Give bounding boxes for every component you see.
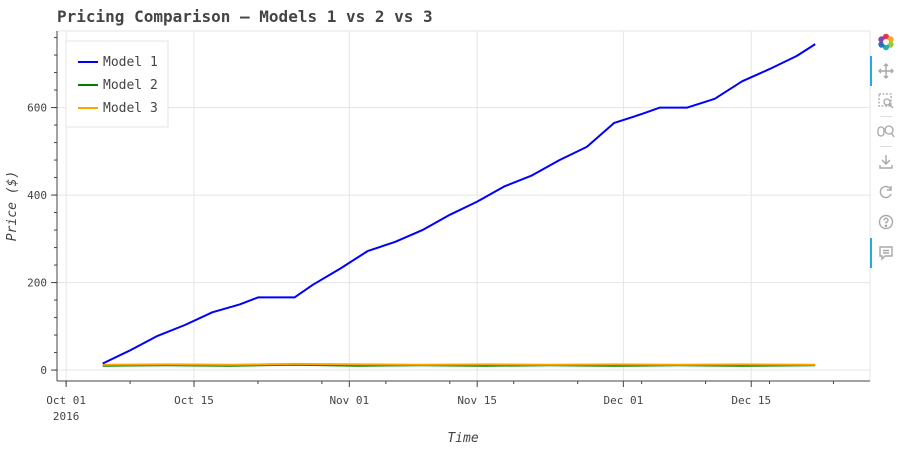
legend-label: Model 1 (103, 55, 158, 70)
y-tick-label: 400 (27, 189, 47, 202)
wheel-zoom-icon[interactable] (876, 121, 896, 141)
x-tick-label: Dec 15 (731, 394, 771, 407)
hover-icon[interactable] (876, 243, 896, 263)
x-axis-label: Time (447, 431, 478, 446)
toolbar-separator (880, 146, 892, 147)
legend-label: Model 2 (103, 78, 158, 93)
series-layer (102, 43, 816, 367)
series-line-model-3 (102, 362, 816, 366)
box-zoom-icon[interactable] (876, 91, 896, 111)
save-icon[interactable] (876, 152, 896, 172)
toolbar-separator (880, 116, 892, 117)
reset-icon[interactable] (876, 182, 896, 202)
x-tick-label: Nov 15 (457, 394, 497, 407)
x-tick-label: Nov 01 (329, 394, 369, 407)
x-tick-label: Dec 01 (603, 394, 643, 407)
y-tick-label: 0 (40, 364, 47, 377)
plot-area[interactable] (56, 30, 871, 382)
pan-icon[interactable] (876, 61, 896, 81)
x-tick-label: Oct 15 (174, 394, 214, 407)
y-axis-label: Price ($) (5, 171, 20, 241)
legend: Model 1 Model 2 Model 3 (65, 40, 169, 128)
hover-active-indicator (870, 238, 872, 268)
legend-label: Model 3 (103, 101, 158, 116)
series-line-model-1 (102, 43, 816, 365)
x-tick-sublabel: 2016 (53, 410, 80, 423)
help-icon[interactable] (876, 212, 896, 232)
pan-active-indicator (870, 56, 872, 86)
y-tick-label: 600 (27, 102, 47, 115)
axes: Oct 01 2016 Oct 15 Nov 01 Nov 15 Dec 01 Dec 15… (27, 31, 870, 423)
toolbar (870, 30, 900, 280)
y-tick-label: 200 (27, 277, 47, 290)
x-tick-label: Oct 01 (46, 394, 86, 407)
chart-title: Pricing Comparison – Models 1 vs 2 vs 3 (57, 7, 433, 26)
bokeh-logo-icon[interactable] (876, 32, 896, 52)
grid (57, 31, 870, 381)
